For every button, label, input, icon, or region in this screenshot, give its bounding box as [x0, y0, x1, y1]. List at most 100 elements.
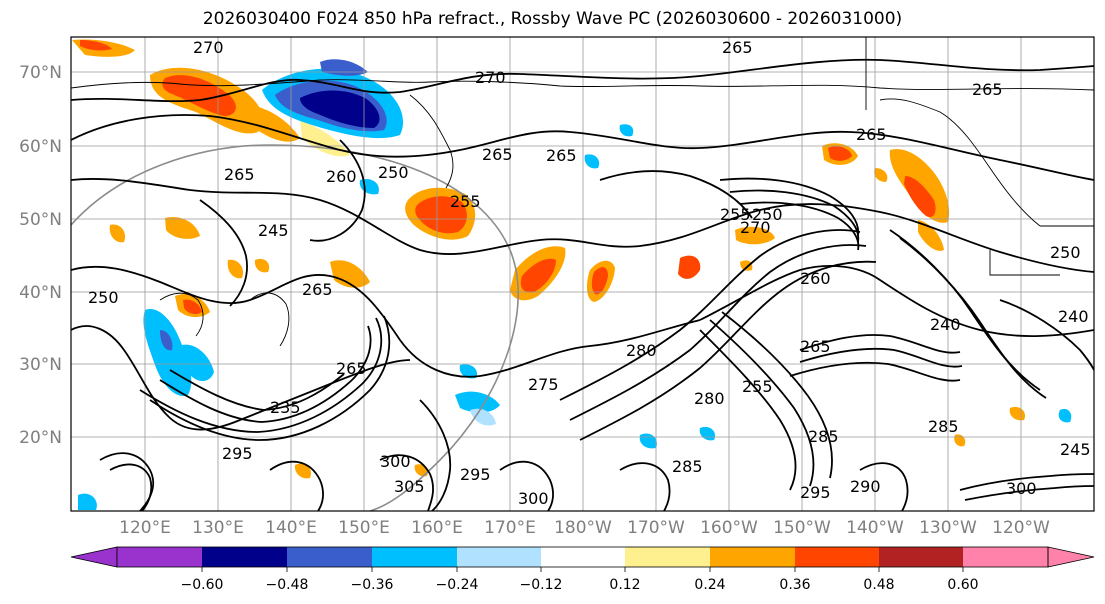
contour-label: 275: [528, 375, 559, 394]
latitude-label: 70°N: [19, 63, 62, 83]
contour-label: 305: [394, 477, 425, 496]
longitude-label: 170°E: [484, 518, 536, 538]
contour-label: 280: [694, 389, 725, 408]
map-title: 2026030400 F024 850 hPa refract., Rossby…: [202, 9, 903, 29]
contour-label: 270: [740, 218, 771, 237]
positive-anomaly-region: [415, 196, 467, 234]
colorbar-segment: [287, 547, 372, 567]
positive-anomaly-region: [678, 255, 701, 279]
coastlines: [71, 37, 1094, 347]
positive-anomaly-region: [520, 258, 556, 293]
great-circle-arc: [71, 144, 519, 511]
colorbar-segment: [457, 547, 541, 567]
contour-label: 240: [930, 315, 961, 334]
colorbar-tick-label: 0.48: [863, 577, 894, 593]
positive-anomaly-region: [254, 258, 270, 273]
contour-label: 290: [850, 477, 881, 496]
colorbar-tick-label: −0.48: [266, 577, 309, 593]
map-frame: [70, 36, 1095, 512]
colorbar: −0.60 −0.48 −0.36 −0.24 −0.12 0.12 0.24 …: [70, 546, 1095, 593]
colorbar-segment: [202, 547, 287, 567]
contour-label: 265: [336, 359, 367, 378]
contour-label: 235: [270, 398, 301, 417]
negative-anomaly-region: [78, 493, 97, 510]
contour-label: 265: [800, 337, 831, 356]
contour-label: 255: [450, 192, 481, 211]
contour-label: 245: [258, 221, 289, 240]
positive-anomaly-region: [828, 146, 852, 161]
negative-anomaly-region: [459, 364, 478, 379]
latitude-label: 50°N: [19, 210, 62, 230]
contour-label: 285: [672, 457, 703, 476]
longitude-label: 130°W: [919, 518, 977, 538]
positive-anomaly-region: [109, 224, 126, 243]
contour-label: 260: [800, 269, 831, 288]
longitude-axis: 120°E 130°E 140°E 150°E 160°E 170°E 180°…: [119, 518, 1050, 538]
contour-label: 265: [482, 145, 513, 164]
positive-anomaly-region: [740, 260, 753, 271]
positive-anomaly-region: [80, 40, 112, 51]
longitude-label: 160°W: [700, 518, 758, 538]
colorbar-segment: [625, 547, 710, 567]
longitude-label: 170°W: [627, 518, 685, 538]
latitude-label: 40°N: [19, 283, 62, 303]
contour-label: 250: [88, 288, 119, 307]
colorbar-segment: [795, 547, 879, 567]
contour-label: 250: [752, 205, 783, 224]
latitude-axis: 70°N 60°N 50°N 40°N 30°N 20°N: [19, 63, 62, 448]
positive-anomaly-region: [294, 463, 311, 479]
colorbar-tick-label: 0.60: [947, 577, 978, 593]
colorbar-tick-label: 0.12: [609, 577, 640, 593]
longitude-label: 160°E: [411, 518, 463, 538]
positive-anomaly-region: [250, 105, 300, 142]
colorbar-tick-label: −0.24: [436, 577, 479, 593]
contour-label: 300: [380, 452, 411, 471]
map-plot-area: 270 265 270 265 265 265 265 265 260 250 …: [71, 37, 1094, 511]
negative-anomaly-region: [143, 309, 192, 396]
contour-label: 265: [856, 125, 887, 144]
positive-anomaly-region: [227, 259, 244, 279]
longitude-label: 180°W: [554, 518, 612, 538]
colorbar-segment: [963, 547, 1048, 567]
contour-label: 295: [800, 483, 831, 502]
colorbar-tick-label: −0.36: [351, 577, 394, 593]
contour-label: 265: [972, 80, 1003, 99]
longitude-label: 140°E: [265, 518, 317, 538]
positive-anomaly-region: [162, 75, 236, 116]
colorbar-extend-high: [1047, 546, 1095, 568]
colorbar-tick-label: 0.36: [779, 577, 810, 593]
contour-label: 265: [224, 165, 255, 184]
contour-label: 265: [722, 38, 753, 57]
latitude-label: 60°N: [19, 137, 62, 157]
contour-label: 245: [1060, 440, 1091, 459]
contour-label: 270: [475, 68, 506, 87]
longitude-label: 150°W: [773, 518, 831, 538]
contour-label: 280: [626, 341, 657, 360]
positive-anomaly-region: [300, 120, 350, 157]
contour-label-group: 270 265 270 265 265 265 265 265 260 250 …: [88, 38, 1091, 508]
contour-label: 260: [326, 167, 357, 186]
negative-anomaly-region: [470, 408, 496, 426]
colorbar-ticks: [201, 567, 964, 572]
contour-lines: [71, 58, 1094, 511]
contour-label: 250: [378, 163, 409, 182]
colorbar-outline: [116, 546, 1049, 568]
colorbar-segment: [117, 547, 202, 567]
longitude-label: 120°W: [992, 518, 1050, 538]
contour-label: 270: [193, 38, 224, 57]
contour-label: 265: [302, 280, 333, 299]
longitude-label: 150°E: [338, 518, 390, 538]
colorbar-segment: [710, 547, 795, 567]
contour-label: 240: [1058, 307, 1089, 326]
contour-label: 295: [460, 465, 491, 484]
colorbar-tick-label: −0.60: [181, 577, 224, 593]
longitude-label: 130°E: [192, 518, 244, 538]
positive-anomaly-region: [330, 260, 370, 288]
contour-label: 255: [742, 377, 773, 396]
latitude-label: 20°N: [19, 428, 62, 448]
negative-anomaly-region: [619, 124, 634, 137]
positive-anomaly-region: [918, 220, 944, 251]
colorbar-segment: [372, 547, 457, 567]
latitude-label: 30°N: [19, 355, 62, 375]
